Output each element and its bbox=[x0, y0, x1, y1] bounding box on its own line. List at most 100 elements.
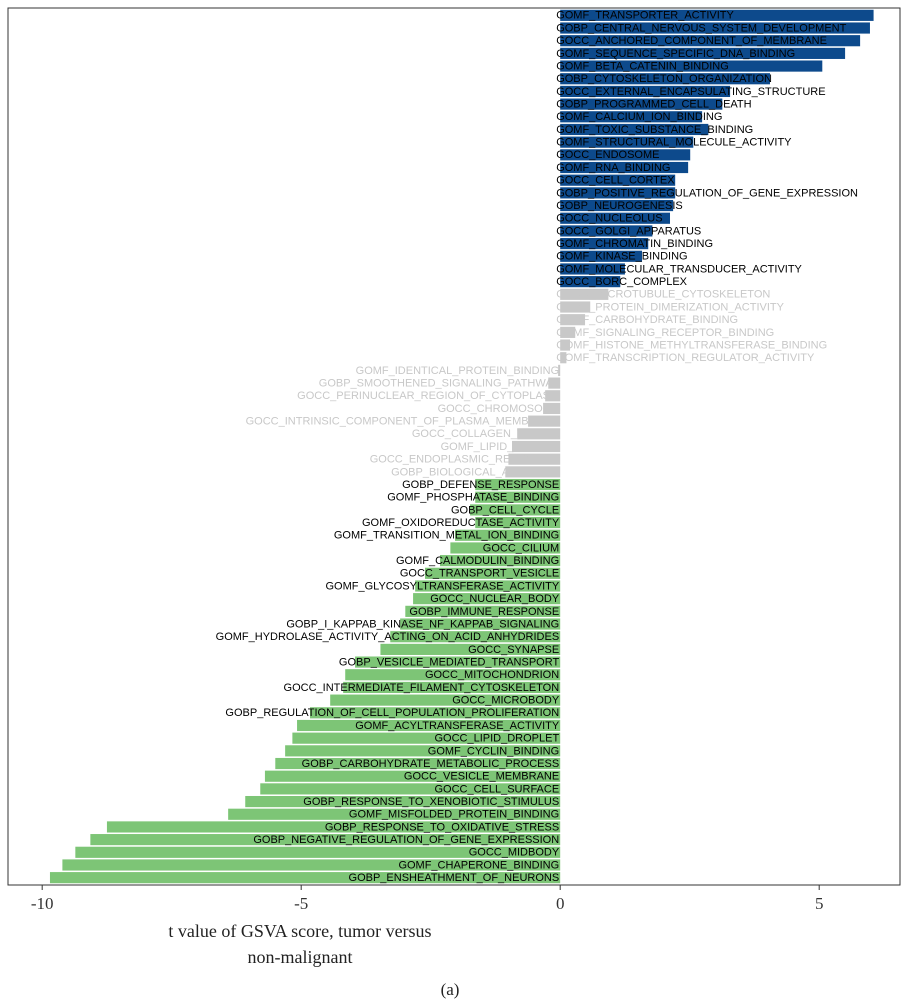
bar bbox=[545, 390, 561, 402]
bar bbox=[560, 238, 649, 250]
x-tick-label: -5 bbox=[294, 894, 308, 913]
bar bbox=[517, 428, 561, 440]
bar-label: GOMF_CYCLIN_BINDING bbox=[428, 745, 559, 757]
bar-label: GOMF_TRANSITION_METAL_ION_BINDING bbox=[334, 530, 559, 542]
bar bbox=[560, 352, 567, 364]
caption: (a) bbox=[440, 980, 460, 999]
bar bbox=[106, 821, 561, 833]
bar bbox=[424, 567, 561, 579]
chart: -10 -5 0 5 GOMF_TRANSPORTER_ACTIVITYGOBP_CEN… bbox=[7, 7, 901, 913]
x-tick-label: 5 bbox=[815, 894, 824, 913]
bar bbox=[390, 631, 561, 643]
bar bbox=[560, 123, 709, 136]
bar-label: GOBP_ENSHEATHMENT_OF_NEURONS bbox=[349, 872, 560, 884]
bar-label: GOBP_SMOOTHENED_SIGNALING_PATHWAY bbox=[319, 378, 560, 390]
bar-label: GOBP_POSITIVE_REGULATION_OF_GENE_EXPRESS… bbox=[556, 187, 858, 199]
bar-label: GOMF_HYDROLASE_ACTIVITY_ACTING_ON_ACID_A… bbox=[216, 631, 560, 643]
bar-label: GOMF_PROTEIN_DIMERIZATION_ACTIVITY bbox=[556, 301, 784, 313]
bar bbox=[343, 681, 561, 694]
bar bbox=[90, 834, 561, 846]
bar-label: GOMF_GLYCOSYLTRANSFERASE_ACTIVITY bbox=[325, 580, 559, 592]
bar bbox=[400, 618, 561, 630]
bar-label: GOMF_HISTONE_METHYLTRANSFERASE_BINDING bbox=[556, 339, 827, 351]
bar-label: GOBP_NEUROGENESIS bbox=[556, 200, 683, 212]
bar bbox=[560, 35, 861, 47]
bar bbox=[560, 136, 694, 148]
bar-label: GOMF_SIGNALING_RECEPTOR_BINDING bbox=[556, 327, 774, 339]
bar bbox=[475, 491, 561, 503]
bar-label: GOMF_OXIDOREDUCTASE_ACTIVITY bbox=[362, 517, 560, 529]
bar bbox=[75, 846, 561, 858]
bar-label: GOBP_PROGRAMMED_CELL_DEATH bbox=[556, 99, 751, 111]
bar bbox=[512, 440, 561, 453]
bar bbox=[560, 85, 731, 98]
bar bbox=[330, 694, 561, 706]
bar-label: GOCC_BORC_COMPLEX bbox=[556, 276, 687, 288]
bar bbox=[528, 415, 561, 427]
bar-label: GOCC_CHROMOSOME bbox=[438, 403, 560, 415]
bar bbox=[297, 719, 561, 732]
bar-label: GOMF_TRANSPORTER_ACTIVITY bbox=[556, 10, 734, 22]
bar bbox=[560, 9, 874, 21]
bar-label: GOCC_INTRINSIC_COMPONENT_OF_PLASMA_MEMBR… bbox=[246, 416, 560, 428]
bar-label: GOBP_REGULATION_OF_CELL_POPULATION_PROLI… bbox=[225, 707, 559, 719]
bar-label: GOBP_CELL_CYCLE bbox=[451, 504, 559, 516]
bar-label: GOMF_CARBOHYDRATE_BINDING bbox=[556, 314, 738, 326]
bar bbox=[292, 732, 561, 744]
bar-label: GOBP_NEGATIVE_REGULATION_OF_GENE_EXPRESS… bbox=[253, 834, 559, 846]
bar bbox=[560, 111, 703, 123]
bar bbox=[345, 669, 561, 681]
bar-label: GOBP_CARBOHYDRATE_METABOLIC_PROCESS bbox=[302, 758, 560, 770]
bar-label: GOMF_LIPID_BINDING bbox=[441, 441, 560, 453]
bar bbox=[560, 276, 621, 288]
bar-label: GOCC_NUCLEOLUS bbox=[556, 213, 662, 225]
bar-label: GOBP_DEFENSE_RESPONSE bbox=[402, 479, 559, 491]
x-tick-label: 0 bbox=[556, 894, 565, 913]
bar-label: GOCC_ENDOSOME bbox=[556, 149, 659, 161]
bar-label: GOCC_INTERMEDIATE_FILAMENT_CYTOSKELETON bbox=[284, 682, 560, 694]
bar bbox=[560, 60, 823, 72]
bar-label: GOCC_CILIUM bbox=[483, 542, 559, 554]
bar bbox=[560, 161, 689, 174]
bar-label: GOCC_EXTERNAL_ENCAPSULATING_STRUCTURE bbox=[556, 86, 825, 98]
bar bbox=[450, 542, 561, 554]
bar-label: GOCC_GOLGI_APPARATUS bbox=[556, 225, 701, 237]
bar bbox=[309, 707, 561, 719]
bar bbox=[558, 364, 561, 376]
plot-frame bbox=[7, 7, 901, 886]
bar bbox=[264, 770, 561, 782]
bar-label: GOCC_TRANSPORT_VESICLE bbox=[400, 568, 559, 580]
bar bbox=[543, 402, 561, 415]
bar-label: GOCC_MIDBODY bbox=[469, 847, 560, 859]
bar-label: GOCC_MICROTUBULE_CYTOSKELETON bbox=[556, 289, 770, 301]
bar bbox=[548, 377, 561, 389]
bar-label: GOCC_LIPID_DROPLET bbox=[434, 733, 559, 745]
bar bbox=[285, 745, 561, 757]
bar bbox=[455, 529, 561, 541]
bar bbox=[560, 149, 691, 161]
bar bbox=[560, 263, 625, 275]
bar bbox=[275, 757, 561, 770]
bar-label: GOMF_SEQUENCE_SPECIFIC_DNA_BINDING bbox=[556, 48, 795, 60]
bar-label: GOMF_MISFOLDED_PROTEIN_BINDING bbox=[349, 809, 559, 821]
bar-label: GOMF_PHOSPHATASE_BINDING bbox=[387, 492, 559, 504]
bar-label: GOMF_STRUCTURAL_MOLECULE_ACTIVITY bbox=[556, 137, 792, 149]
bar bbox=[505, 466, 561, 478]
bar bbox=[560, 250, 643, 262]
bar-label: GOBP_BIOLOGICAL_ADHESION bbox=[391, 466, 559, 478]
bar bbox=[560, 339, 571, 351]
bar-label: GOCC_MICROBODY bbox=[452, 695, 560, 707]
bar-label: GOBP_VESICLE_MEDIATED_TRANSPORT bbox=[339, 656, 560, 668]
bar bbox=[560, 212, 671, 224]
bar-label: GOMF_CHAPERONE_BINDING bbox=[398, 859, 559, 871]
bar bbox=[560, 98, 723, 110]
bar-label: GOMF_IDENTICAL_PROTEIN_BINDING bbox=[356, 365, 560, 377]
bar bbox=[62, 859, 561, 871]
bar bbox=[560, 314, 586, 326]
bar-label: GOMF_ACYLTRANSFERASE_ACTIVITY bbox=[355, 720, 560, 732]
bar-label: GOBP_IMMUNE_RESPONSE bbox=[409, 606, 559, 618]
bar bbox=[228, 808, 561, 820]
x-axis-title: t value of GSVA score, tumor versus non-… bbox=[168, 921, 432, 967]
bar bbox=[413, 593, 561, 605]
